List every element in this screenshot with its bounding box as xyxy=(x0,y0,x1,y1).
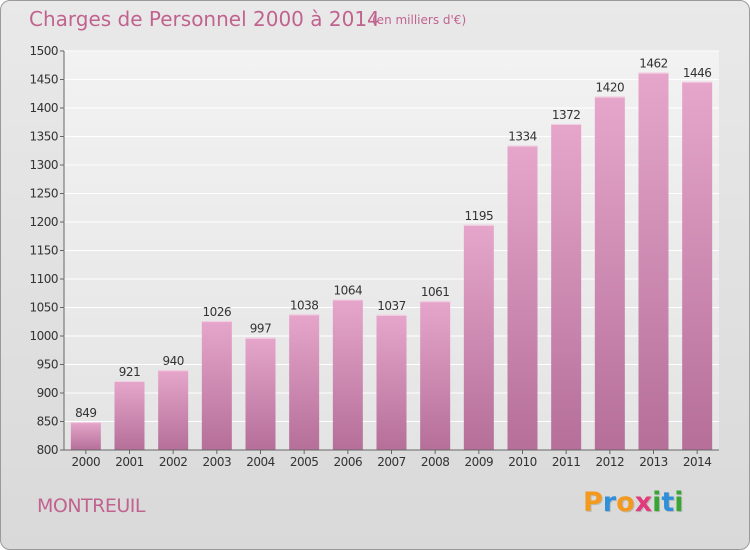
data-label: 1195 xyxy=(465,209,494,223)
x-tick-label: 2011 xyxy=(552,455,581,469)
bar xyxy=(682,81,713,450)
bar xyxy=(114,381,145,450)
data-label: 1334 xyxy=(508,130,537,144)
x-tick-label: 2008 xyxy=(421,455,450,469)
y-tick-label: 800 xyxy=(37,443,58,457)
x-tick-label: 2002 xyxy=(159,455,188,469)
proxiti-logo[interactable]: Proxiti xyxy=(583,487,684,518)
x-tick-label: 2006 xyxy=(334,455,363,469)
y-tick-label: 1100 xyxy=(29,272,58,286)
data-label: 921 xyxy=(119,365,140,379)
bar xyxy=(376,314,407,450)
data-label: 1037 xyxy=(377,299,406,313)
data-label: 1372 xyxy=(552,108,581,122)
data-label: 849 xyxy=(75,406,96,420)
y-axis: 800 850 900 950 1000 1050 1100 1150 1200 1250 1300… xyxy=(29,44,65,457)
y-tick-label: 1400 xyxy=(29,101,58,115)
y-tick-label: 1250 xyxy=(29,187,58,201)
y-tick-label: 1150 xyxy=(29,244,58,258)
bar xyxy=(245,337,276,450)
data-label: 997 xyxy=(250,322,271,336)
bar xyxy=(551,123,582,451)
x-tick-label: 2014 xyxy=(683,455,712,469)
data-label: 940 xyxy=(162,354,183,368)
logo-letter: i xyxy=(652,487,662,518)
x-tick-label: 2003 xyxy=(203,455,232,469)
data-labels: 849 921 940 1026 997 1038 1064 1037 1061 1195 1334… xyxy=(75,57,712,420)
x-axis: 2000 2001 2002 2003 2004 2005 2006 2007 2008 2009… xyxy=(64,449,719,469)
data-label: 1026 xyxy=(203,305,232,319)
bar xyxy=(201,321,232,450)
y-tick-label: 1200 xyxy=(29,215,58,229)
x-tick-label: 2001 xyxy=(115,455,144,469)
y-tick-label: 1350 xyxy=(29,130,58,144)
bar xyxy=(507,145,538,450)
y-tick-label: 1450 xyxy=(29,73,58,87)
bar xyxy=(289,314,320,450)
bar xyxy=(638,72,669,450)
x-tick-label: 2013 xyxy=(639,455,668,469)
bar xyxy=(70,422,101,450)
logo-letter: r xyxy=(602,487,617,518)
y-tick-label: 850 xyxy=(37,415,58,429)
bar xyxy=(332,299,363,450)
bar xyxy=(420,301,451,450)
chart-subtitle: (en milliers d'€) xyxy=(372,13,467,27)
data-label: 1420 xyxy=(596,81,625,95)
logo-letter: P xyxy=(583,487,603,518)
y-tick-label: 1000 xyxy=(29,329,58,343)
chart-title: Charges de Personnel 2000 à 2014 xyxy=(29,7,380,31)
y-tick-label: 900 xyxy=(37,386,58,400)
x-tick-label: 2000 xyxy=(72,455,101,469)
logo-letter: i xyxy=(674,487,684,518)
logo-letter: t xyxy=(661,487,675,518)
x-tick-label: 2005 xyxy=(290,455,319,469)
data-label: 1446 xyxy=(683,66,712,80)
bar xyxy=(158,370,189,450)
y-tick-label: 1050 xyxy=(29,301,58,315)
y-tick-label: 950 xyxy=(37,358,58,372)
city-name: MONTREUIL xyxy=(37,495,145,517)
logo-letter: x xyxy=(634,487,653,518)
logo-letter: o xyxy=(616,487,635,518)
data-label: 1038 xyxy=(290,298,319,312)
bar xyxy=(463,224,494,450)
data-label: 1064 xyxy=(334,284,363,298)
x-tick-label: 2010 xyxy=(508,455,537,469)
y-tick-label: 1500 xyxy=(29,44,58,58)
y-tick-label: 1300 xyxy=(29,158,58,172)
x-tick-label: 2004 xyxy=(246,455,275,469)
bar xyxy=(594,96,625,450)
x-tick-label: 2012 xyxy=(596,455,625,469)
data-label: 1462 xyxy=(639,57,668,71)
data-label: 1061 xyxy=(421,285,450,299)
x-tick-label: 2009 xyxy=(465,455,494,469)
x-tick-label: 2007 xyxy=(377,455,406,469)
bars xyxy=(70,72,713,451)
